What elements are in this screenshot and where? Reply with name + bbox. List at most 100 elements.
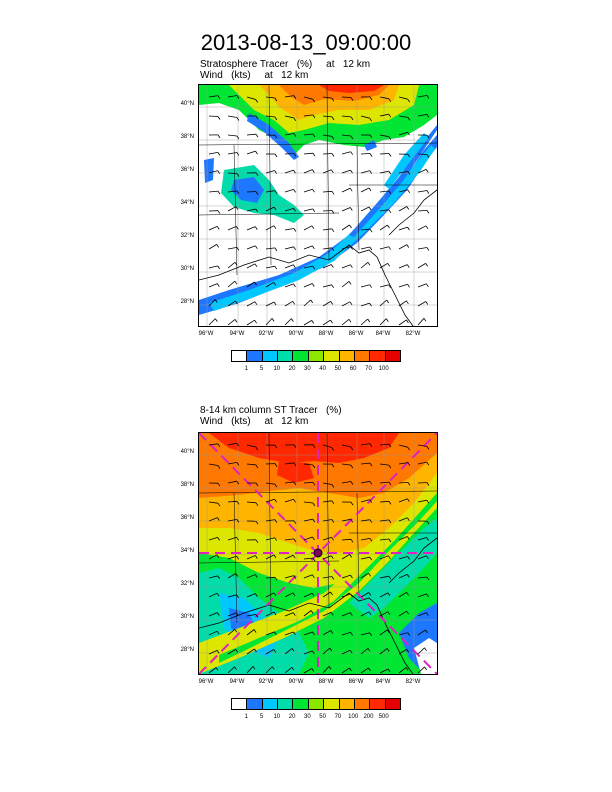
wind-barb	[303, 114, 313, 117]
wind-barb-flag	[236, 612, 239, 617]
wind-barb	[303, 299, 311, 307]
wind-barb-flag	[236, 480, 240, 485]
wind-barb-flag	[216, 226, 220, 230]
wind-barb-flag	[254, 574, 258, 578]
wind-barb	[227, 134, 237, 137]
wind-barb	[208, 283, 218, 288]
wind-barb-flag	[387, 668, 391, 673]
wind-barb-flag	[273, 649, 277, 653]
wind-barb	[208, 554, 218, 560]
wind-barb	[398, 556, 408, 560]
wind-barb	[322, 210, 333, 212]
wind-barb	[284, 208, 294, 212]
wind-barb	[303, 481, 314, 484]
wind-barb-flag	[407, 98, 411, 103]
wind-barb-flag	[331, 97, 335, 102]
wind-barb-flag	[236, 501, 240, 505]
wind-barb-flag	[331, 228, 335, 233]
panel2-lat-label: 40°N	[180, 449, 194, 455]
wind-barb-flag	[350, 264, 353, 268]
wind-barb-flag	[426, 210, 430, 214]
wind-barb-flag	[217, 517, 220, 521]
wind-barb-flag	[235, 649, 239, 653]
wind-barb-flag	[369, 632, 373, 637]
wind-barb-flag	[255, 99, 259, 103]
wind-barb	[379, 209, 389, 212]
wind-barb-flag	[273, 554, 277, 559]
wind-barb-flag	[273, 592, 277, 597]
wind-barb-flag	[293, 208, 296, 212]
wind-barb	[303, 152, 314, 155]
wind-barb-flag	[350, 97, 354, 101]
wind-barb	[246, 593, 256, 598]
wind-barb-flag	[407, 154, 411, 158]
wind-barb	[322, 444, 332, 448]
wind-barb-flag	[291, 667, 295, 671]
colorbar-tick-label: 500	[378, 714, 389, 720]
wind-barb	[265, 649, 274, 655]
wind-barb-flag	[274, 116, 278, 121]
wind-barb-flag	[312, 502, 316, 507]
wind-barb-flag	[407, 117, 411, 121]
panel1-lon-label: 96°W	[198, 331, 214, 337]
wind-barb-flag	[350, 446, 354, 451]
wind-barb-flag	[293, 95, 297, 99]
wind-barb-flag	[293, 499, 296, 503]
wind-barb	[322, 647, 331, 655]
wind-barb	[227, 261, 236, 269]
colorbar-tick-label: 50	[319, 714, 326, 720]
wind-barb	[284, 95, 294, 98]
wind-barb	[227, 280, 236, 288]
colorbar-tick-label: 10	[273, 366, 281, 372]
wind-barb-flag	[217, 502, 221, 507]
panel1-lon-label: 82°W	[405, 331, 421, 337]
wind-barb-flag	[349, 554, 353, 558]
wind-barb-flag	[255, 172, 259, 177]
panel2-lon-label: 86°W	[348, 679, 364, 685]
wind-barb	[322, 264, 332, 269]
wind-barb-flag	[388, 501, 392, 505]
wind-barb	[208, 318, 216, 326]
wind-barb	[398, 482, 409, 484]
panel2-lon-label: 96°W	[198, 679, 214, 685]
wind-barb-flag	[388, 190, 392, 195]
wind-barb	[417, 263, 426, 269]
wind-barb	[322, 319, 331, 326]
wind-barb	[208, 575, 218, 579]
panel1-colorbar	[231, 350, 401, 362]
wind-barb-flag	[426, 461, 430, 466]
wind-barb	[284, 115, 294, 119]
wind-barb-flag	[369, 519, 373, 523]
wind-barb	[227, 500, 238, 503]
wind-barb-flag	[368, 611, 372, 616]
wind-barb-flag	[293, 575, 297, 579]
wind-barb	[360, 538, 370, 541]
wind-barb	[322, 519, 332, 522]
wind-barb-flag	[328, 666, 332, 670]
wind-barb	[417, 318, 425, 326]
colorbar-tick-label: 100	[378, 366, 389, 372]
wind-barb-flag	[311, 169, 315, 173]
wind-barb	[417, 225, 427, 231]
wind-barb-flag	[292, 612, 296, 616]
wind-barb	[227, 300, 236, 307]
wind-barb-flag	[311, 668, 315, 672]
wind-barb	[379, 519, 389, 522]
colorbar-swatch	[293, 351, 309, 361]
wind-barb-flag	[253, 629, 257, 633]
wind-barb	[265, 190, 275, 193]
wind-barb	[417, 301, 426, 307]
wind-barb-flag	[273, 225, 277, 229]
wind-barb-flag	[426, 499, 430, 504]
panel1-map	[198, 84, 438, 327]
colorbar-tick-label: 30	[304, 366, 311, 372]
wind-barb	[208, 152, 218, 155]
wind-barb-flag	[424, 666, 427, 671]
panel1-map-svg	[199, 85, 437, 326]
wind-barb	[227, 226, 237, 231]
wind-barb	[341, 481, 351, 484]
wind-barb	[398, 226, 408, 231]
center-point-marker	[313, 548, 323, 558]
wind-barb-flag	[350, 464, 354, 469]
wind-barb	[246, 319, 255, 326]
